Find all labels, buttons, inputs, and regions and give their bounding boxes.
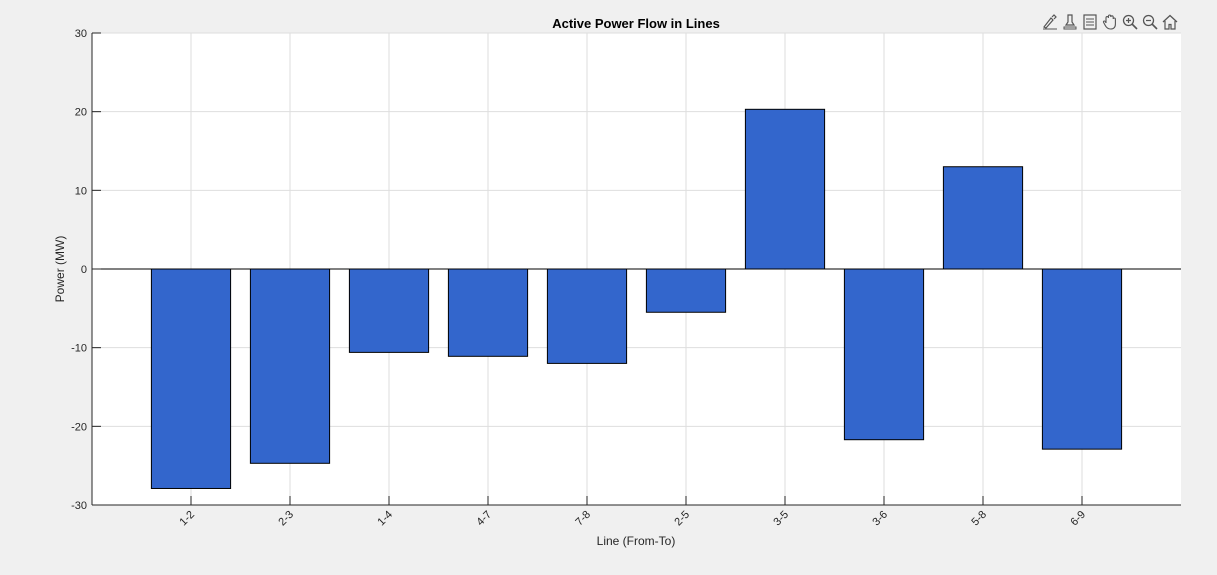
y-tick-label: 30 [75,28,87,40]
bar-2-3 [249,268,331,464]
x-tick-label: 5-8 [969,509,989,529]
x-tick-label: 4-7 [474,509,494,529]
chart-title: Active Power Flow in Lines [552,16,720,31]
x-tick-label: 2-5 [672,509,692,529]
y-tick-label: -20 [71,421,87,433]
y-tick-label: 10 [75,185,87,197]
x-tick-label: 3-6 [870,509,890,529]
y-tick-label: -30 [71,500,87,512]
zoom-in-icon[interactable] [1120,12,1140,32]
bar-1-4 [348,268,430,353]
x-tick-label: 3-5 [771,509,791,529]
bar-5-8 [942,166,1024,270]
y-axis-title: Power (MW) [53,236,67,303]
bar-7-8 [546,268,628,364]
bars [150,108,1123,489]
data-tips-icon[interactable] [1060,12,1080,32]
pan-icon[interactable] [1100,12,1120,32]
bar-3-6 [843,268,925,441]
bar-4-7 [447,268,529,357]
axes-toolbar [1040,12,1180,32]
axes [91,32,1181,506]
legend-icon[interactable] [1080,12,1100,32]
x-tick-label: 1-4 [375,509,395,529]
bar-2-5 [645,268,727,313]
zoom-out-icon[interactable] [1140,12,1160,32]
x-tick-label: 6-9 [1068,509,1088,529]
x-tick-label: 1-2 [177,509,197,529]
y-tick-label: 20 [75,107,87,119]
x-tick-label: 7-8 [573,509,593,529]
y-tick-label: -10 [71,343,87,355]
brush-icon[interactable] [1040,12,1060,32]
bar-1-2 [150,268,232,489]
bar-3-5 [744,108,826,270]
x-tick-label: 2-3 [276,509,296,529]
y-tick-label: 0 [81,264,87,276]
bar-6-9 [1041,268,1123,450]
tick-labels: -30 -20 -10 0 10 20 30 1-2 2-3 1-4 4-7 7-8 2-5 3-5 3-6… [71,28,1088,528]
x-axis-title: Line (From-To) [597,534,676,548]
home-icon[interactable] [1160,12,1180,32]
